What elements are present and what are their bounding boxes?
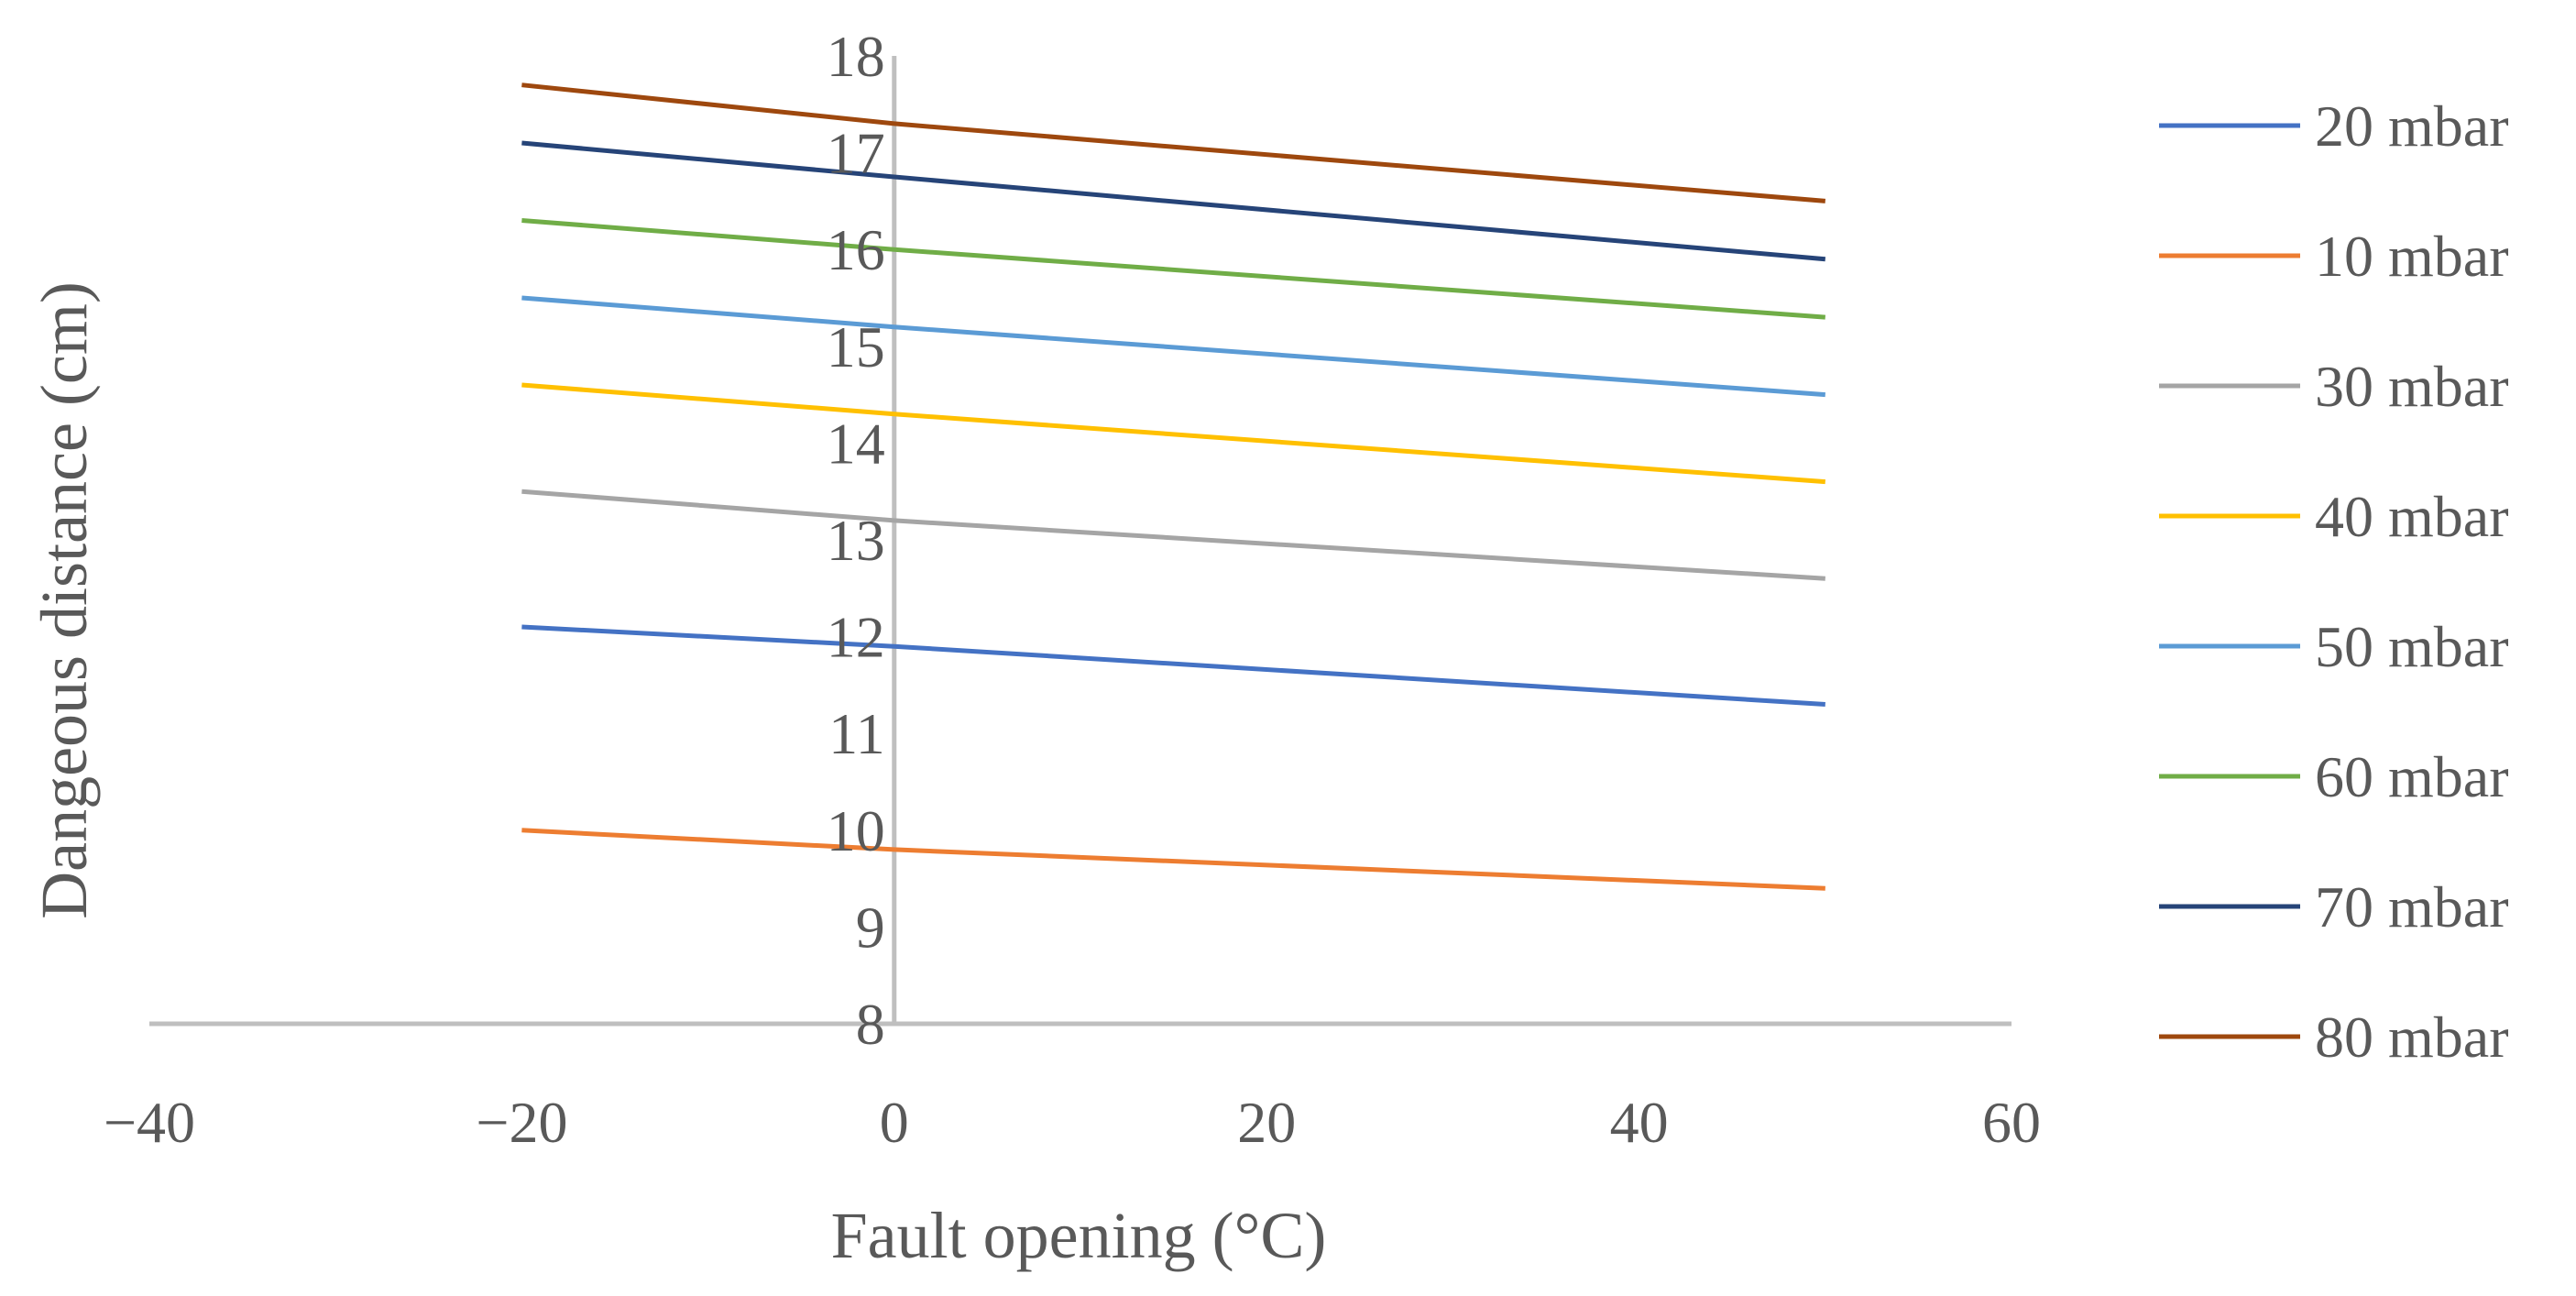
series-line-80-mbar (521, 82, 1826, 203)
x-tick-label: 40 (1610, 1090, 1669, 1155)
y-tick-label: 15 (827, 314, 885, 379)
legend-label: 30 mbar (2315, 354, 2509, 419)
legend-item: 40 mbar (2159, 484, 2509, 549)
legend-label: 20 mbar (2315, 93, 2509, 159)
x-tick-label: 0 (880, 1090, 909, 1155)
y-tick-label: 13 (827, 508, 885, 573)
x-tick-label: −20 (476, 1090, 567, 1155)
x-tick-label: 60 (1982, 1090, 2041, 1155)
series-line-10-mbar (521, 828, 1825, 891)
y-tick-label: 12 (827, 605, 885, 670)
legend-item: 20 mbar (2159, 93, 2509, 159)
legend-item: 30 mbar (2159, 354, 2509, 419)
y-axis-title: Dangeous distance (cm) (27, 281, 101, 919)
series-line-70-mbar (521, 140, 1826, 262)
legend-label: 10 mbar (2315, 224, 2509, 289)
legend-label: 60 mbar (2315, 744, 2509, 809)
legend-item: 80 mbar (2159, 1005, 2509, 1070)
y-tick-label: 16 (827, 217, 885, 282)
legend-label: 50 mbar (2315, 614, 2509, 679)
y-tick-label: 10 (827, 798, 885, 863)
y-tick-label: 17 (827, 121, 885, 186)
axes (149, 56, 2011, 1027)
y-tick-label: 9 (856, 895, 885, 960)
x-axis-title: Fault opening (°C) (831, 1199, 1327, 1272)
tick-labels: −40 −20 0 20 40 60 8 9 10 11 12 13 14 15 16 17 18 (104, 24, 2041, 1155)
legend-label: 40 mbar (2315, 484, 2509, 549)
y-tick-label: 14 (827, 411, 885, 476)
y-tick-label: 11 (828, 701, 885, 766)
series-line-30-mbar (521, 489, 1825, 581)
legend-label: 70 mbar (2315, 874, 2509, 939)
legend-label: 80 mbar (2315, 1005, 2509, 1070)
y-tick-label: 8 (856, 992, 885, 1057)
legend-item: 60 mbar (2159, 744, 2509, 809)
series-line-50-mbar (521, 295, 1825, 398)
y-tick-label: 18 (827, 24, 885, 89)
series-line-40-mbar (521, 382, 1825, 485)
series-line-60-mbar (521, 218, 1825, 320)
legend-item: 10 mbar (2159, 224, 2509, 289)
series-line-20-mbar (521, 624, 1825, 707)
legend-item: 50 mbar (2159, 614, 2509, 679)
legend: 20 mbar 10 mbar 30 mbar 40 mbar 50 mbar 60 mb… (2159, 93, 2509, 1070)
series-lines (521, 82, 1826, 891)
legend-item: 70 mbar (2159, 874, 2509, 939)
x-tick-label: −40 (104, 1090, 195, 1155)
x-tick-label: 20 (1237, 1090, 1296, 1155)
